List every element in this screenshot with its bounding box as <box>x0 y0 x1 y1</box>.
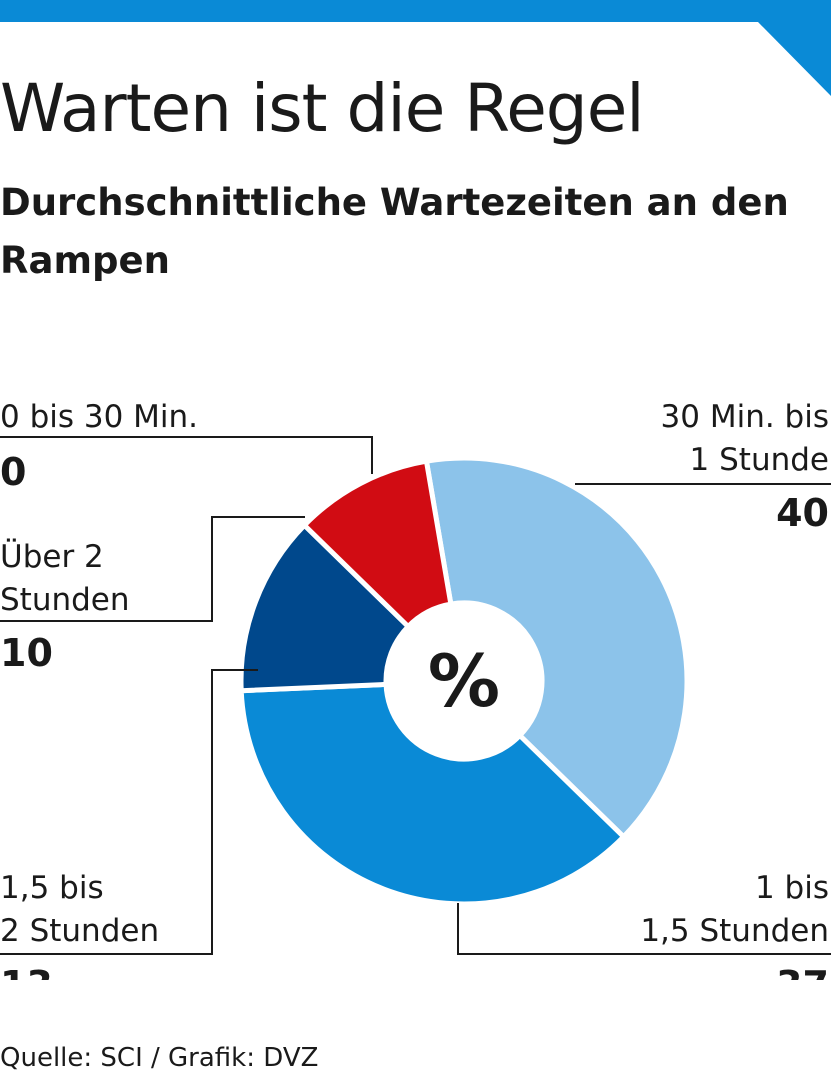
leader-line <box>0 516 305 622</box>
segment-label: Über 2 <box>0 538 104 575</box>
pie-slice <box>423 455 690 841</box>
segment-label: 1,5 bis <box>0 870 104 906</box>
segment-label: 1 Stunde <box>690 442 829 478</box>
center-unit-label: % <box>428 639 500 723</box>
segment-label: 1 bis <box>755 870 829 906</box>
segment-value: 13 <box>0 963 53 980</box>
leader-line <box>457 903 831 955</box>
pie-slice <box>300 458 454 631</box>
segment-value: 10 <box>0 631 53 675</box>
segment-value: 40 <box>776 491 829 535</box>
leader-line <box>0 436 373 474</box>
segment-label: 30 Min. bis <box>661 399 829 435</box>
segment-label: 0 bis 30 Min. <box>0 399 198 435</box>
segment-label: 1,5 Stunden <box>640 913 829 949</box>
chart-title: Warten ist die Regel <box>0 70 645 147</box>
corner-accent <box>758 22 831 96</box>
pie-slice <box>238 681 628 907</box>
segment-value: 37 <box>776 963 829 980</box>
segment-label: Stunden <box>0 582 130 618</box>
segment-value: 0 <box>0 450 26 494</box>
donut-chart: % 0 bis 30 Min. 0 30 Min. bis 1 Stunde 40 1 bi… <box>0 399 831 980</box>
leader-line <box>0 669 258 955</box>
top-accent-bar <box>0 0 831 22</box>
segment-label: 2 Stunden <box>0 913 159 949</box>
chart-subtitle: Durchschnittliche Wartezeiten an den Ram… <box>0 181 789 282</box>
source-note: Quelle: SCI / Grafik: DVZ <box>0 1043 319 1073</box>
pie-slice <box>238 521 412 694</box>
